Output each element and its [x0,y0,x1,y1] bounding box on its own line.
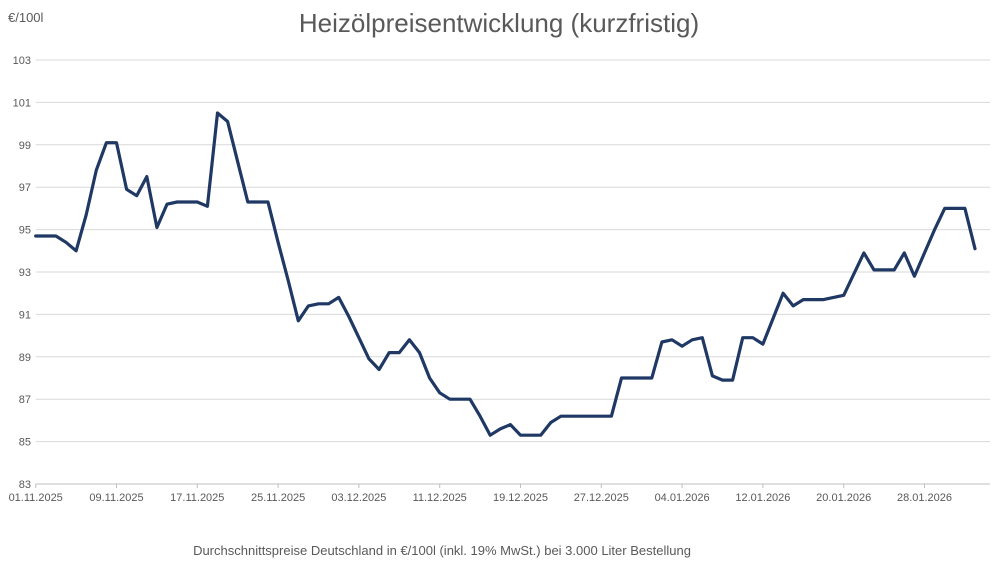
y-tick-label: 87 [19,394,31,406]
x-tick-label: 12.01.2026 [735,492,790,504]
y-tick-label: 99 [19,140,31,152]
y-tick-label: 83 [19,479,31,491]
x-tick-label: 11.12.2025 [413,492,467,504]
x-tick-label: 25.11.2025 [251,492,305,504]
y-axis-unit-label: €/100l [8,10,44,25]
y-tick-label: 101 [13,97,31,109]
y-tick-label: 103 [13,55,31,67]
x-tick-label: 04.01.2026 [655,492,710,504]
x-tick-label: 20.01.2026 [816,492,871,504]
page-title: Heizölpreisentwicklung (kurzfristig) [298,8,700,38]
x-tick-label: 09.11.2025 [89,492,143,504]
x-tick-label: 28.01.2026 [897,492,952,504]
x-tick-label: 19.12.2025 [493,492,548,504]
x-tick-label: 17.11.2025 [170,492,224,504]
x-tick-label: 01.11.2025 [9,492,63,504]
y-tick-label: 93 [19,267,31,279]
y-tick-label: 89 [19,352,31,364]
x-tick-label: 03.12.2025 [331,492,386,504]
chart-caption: Durchschnittspreise Deutschland in €/100… [193,543,691,558]
y-tick-label: 97 [19,182,31,194]
y-tick-label: 91 [19,309,31,321]
price-line-series [34,111,977,437]
y-tick-label: 85 [19,437,31,449]
y-tick-label: 95 [19,225,31,237]
x-tick-label: 27.12.2025 [574,492,629,504]
